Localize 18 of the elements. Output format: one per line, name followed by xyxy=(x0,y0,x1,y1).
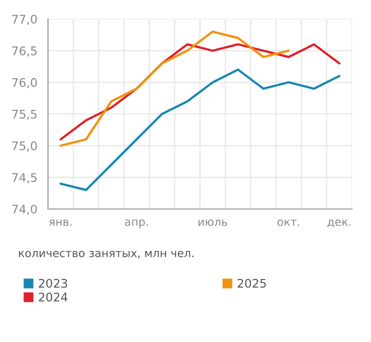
x-tick-label: апр. xyxy=(125,220,148,228)
x-tick-label: янв. xyxy=(49,220,72,226)
line-series xyxy=(60,30,290,147)
y-tick-label: 74,0 xyxy=(12,204,37,215)
text: количество занятых, млн чел. xyxy=(19,250,194,258)
y-tick-label: 76,5 xyxy=(12,46,37,57)
x-tick-label: окт. xyxy=(278,220,300,226)
y-tick-label: 76,0 xyxy=(12,78,37,88)
legend-label: 2025 xyxy=(238,278,266,288)
x-tick-label: июль xyxy=(198,220,228,226)
y-tick-label: 74,5 xyxy=(12,173,37,184)
y-tick-label: 75,5 xyxy=(12,110,37,120)
y-tick-label: 77,0 xyxy=(12,14,37,25)
legend-label: 2024 xyxy=(38,292,68,302)
line-series xyxy=(60,68,340,192)
x-tick-label: дек. xyxy=(328,220,351,228)
y-tick-label: 75,0 xyxy=(12,141,37,152)
legend-label: 2023 xyxy=(38,278,68,288)
